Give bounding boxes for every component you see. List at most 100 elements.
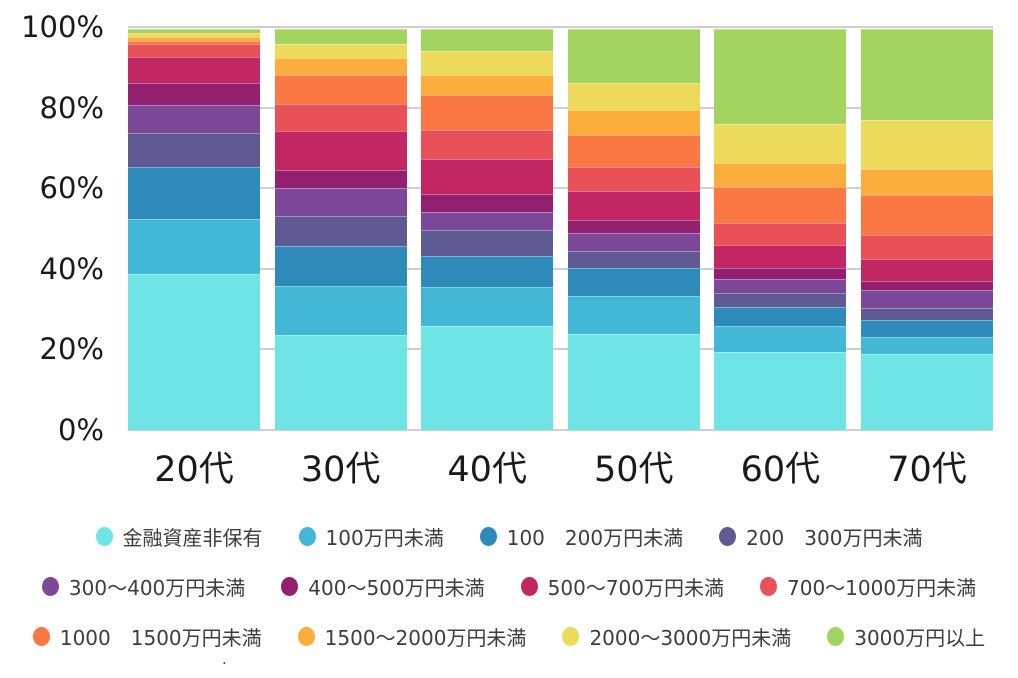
legend-dot-icon	[32, 627, 50, 646]
bar-segment	[421, 130, 554, 159]
y-axis: 100% 80% 60% 40% 20% 0%	[0, 0, 104, 460]
legend-item: 100 200万円未満	[479, 522, 684, 551]
bar-segment	[860, 336, 993, 354]
stacked-bar-50代	[567, 29, 700, 430]
legend-label: 300〜400万円未満	[68, 576, 246, 600]
grid-line	[128, 187, 993, 190]
legend: 金融資産非保有 100万円未満 100 200万円未満 200 300万円未満 300〜…	[0, 522, 1018, 651]
bar-segment	[128, 44, 260, 58]
legend-label: 1000 1500万円未満	[59, 626, 262, 650]
bar-segment	[421, 95, 554, 131]
grid-line	[128, 26, 993, 28]
x-tick-label: 20代	[154, 450, 234, 490]
legend-item: 2000〜3000万円未満	[562, 622, 791, 651]
legend-item: 1500〜2000万円未満	[297, 622, 527, 651]
y-tick-label: 0%	[57, 413, 104, 447]
bar-segment	[714, 325, 847, 353]
bar-segment	[714, 292, 847, 307]
bar-segment	[274, 103, 407, 131]
legend-row: 300〜400万円未満 400〜500万円未満 500〜700万円未満 700〜100…	[41, 572, 976, 601]
bar-segment	[860, 307, 993, 321]
bar-segment	[714, 278, 847, 293]
bar-segment	[274, 130, 407, 170]
bar-segment	[714, 267, 847, 279]
legend-item: 700〜1000万円未満	[760, 572, 976, 601]
bar-segment	[567, 267, 700, 296]
bar-segment	[567, 83, 700, 111]
grid-line	[128, 106, 993, 109]
stacked-bar-70代	[860, 29, 993, 430]
bar-segment	[714, 29, 847, 124]
bar-segment	[860, 29, 993, 121]
bar-segment	[128, 167, 260, 219]
bar-segment	[860, 353, 993, 430]
bar-segment	[860, 320, 993, 337]
legend-dot-icon	[479, 527, 497, 546]
bar-segment	[128, 83, 260, 106]
stacked-bar-40代	[421, 29, 554, 430]
bar-segment	[421, 29, 554, 52]
bar-segment	[567, 251, 700, 268]
bars	[128, 29, 993, 430]
bar-segment	[128, 41, 260, 45]
legend-dot-icon	[41, 577, 59, 596]
bar-segment	[421, 74, 554, 96]
legend-label: 金融資産非保有	[122, 526, 263, 550]
bar-segment	[421, 211, 554, 230]
x-tick-label: 40代	[447, 450, 527, 490]
y-tick-label: 100%	[21, 10, 104, 44]
bar-segment	[860, 194, 993, 236]
bar-segment	[567, 167, 700, 192]
bar-segment	[567, 110, 700, 135]
gridlines	[128, 26, 993, 431]
legend-label: 2000〜3000万円未満	[589, 626, 792, 650]
legend-dot-icon	[298, 527, 316, 546]
stacked-bar-20代	[128, 29, 260, 430]
bar-segment	[714, 186, 847, 223]
legend-label: 700〜1000万円未満	[787, 576, 977, 600]
bar-segment	[274, 44, 407, 59]
bar-segment	[128, 274, 260, 430]
legend-row: 金融資産非保有 100万円未満 100 200万円未満 200 300万円未満	[95, 522, 922, 551]
legend-row: 1000 1500万円未満 1500〜2000万円未満 2000〜3000万円未満 3…	[32, 622, 985, 651]
legend-item: 100万円未満	[298, 522, 444, 551]
bar-segment	[860, 168, 993, 195]
bar-segment	[860, 259, 993, 282]
bar-segment	[421, 158, 554, 194]
plot-area	[128, 26, 993, 431]
bar-segment	[714, 222, 847, 245]
legend-label: 400〜500万円未満	[308, 576, 485, 600]
bar-segment	[714, 123, 847, 163]
bar-segment	[274, 169, 407, 188]
bar-segment	[860, 289, 993, 308]
bar-segment	[421, 255, 554, 287]
y-tick-label: 40%	[39, 251, 104, 286]
bar-segment	[421, 286, 554, 326]
bar-segment	[714, 352, 847, 430]
grid-line	[128, 429, 993, 431]
bar-segment	[714, 244, 847, 268]
bar-segment	[128, 57, 260, 84]
legend-item: 300〜400万円未満	[41, 572, 246, 601]
legend-item: 200 300万円未満	[719, 522, 922, 551]
legend-dot-icon	[297, 627, 315, 646]
bar-segment	[128, 29, 260, 33]
bar-segment	[567, 134, 700, 168]
x-tick-label: 30代	[300, 450, 381, 490]
bar-segment	[567, 334, 700, 430]
grid-line	[128, 267, 993, 270]
bar-segment	[274, 29, 407, 45]
legend-label: 100 200万円未満	[506, 526, 684, 550]
bar-segment	[128, 33, 260, 37]
x-axis: 20代 30代 40代 50代 60代 70代	[128, 441, 993, 492]
bar-segment	[421, 193, 554, 212]
y-tick-label: 80%	[39, 90, 104, 125]
legend-label: 100万円未満	[325, 526, 444, 550]
legend-dot-icon	[562, 627, 580, 646]
x-tick-label: 60代	[740, 450, 821, 490]
legend-item: 1000 1500万円未満	[32, 622, 262, 651]
bar-segment	[860, 235, 993, 260]
bar-segment	[274, 58, 407, 75]
legend-label: 1500〜2000万円未満	[324, 626, 527, 650]
